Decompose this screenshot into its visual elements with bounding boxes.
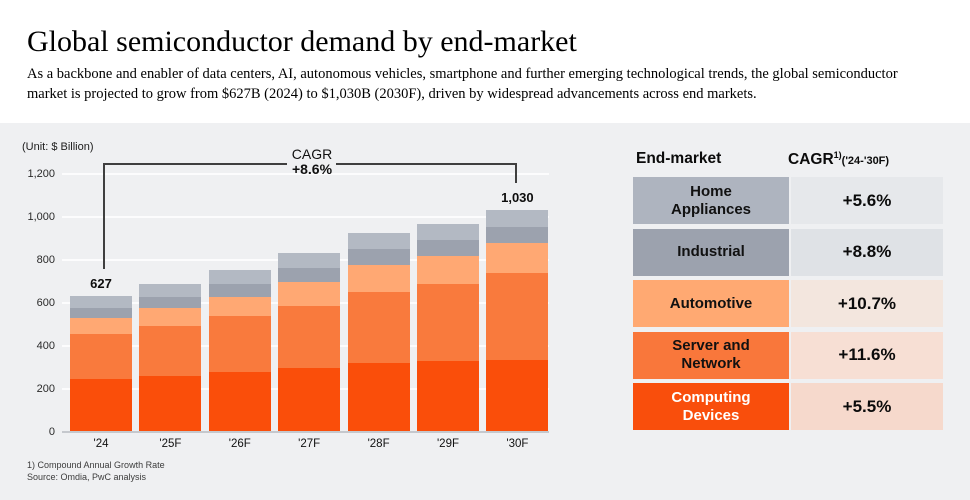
page-subtitle: As a backbone and enabler of data center… [27, 65, 898, 103]
cagr-annotation-label: CAGR [291, 146, 333, 162]
table-row-cagr-value: +11.6% [791, 331, 943, 379]
table-row-label-home-appliances: Home Appliances [633, 177, 789, 224]
cagr-annotation: CAGR +8.6% [270, 147, 354, 177]
footnotes: 1) Compound Annual Growth Rate Source: O… [27, 460, 165, 483]
cagr-bracket-top-left-line [103, 163, 287, 165]
table-row-cagr-value: +5.5% [791, 383, 943, 430]
footnote-cagr-definition: 1) Compound Annual Growth Rate [27, 460, 165, 470]
table-header-cagr: CAGR1)('24-'30F) [788, 150, 890, 169]
table-row-label-computing-devices: Computing Devices [633, 383, 789, 430]
cagr-annotation-value: +8.6% [291, 161, 333, 177]
footnote-source: Source: Omdia, PwC analysis [27, 471, 147, 482]
table-row-label-industrial: Industrial [633, 228, 789, 276]
table-row-cagr-value: +5.6% [791, 177, 943, 224]
table-row-label-server-and-network: Server and Network [633, 331, 789, 379]
footnote-marker: 1) [833, 150, 842, 160]
table-header-cagr-period: ('24-'30F) [841, 155, 890, 168]
table-row-cagr-value: +8.8% [791, 228, 943, 276]
table-row-cagr-value: +10.7% [791, 280, 943, 327]
chart-unit-label: (Unit: $ Billion) [22, 141, 94, 153]
table-row-label-automotive: Automotive [633, 280, 789, 327]
cagr-bracket-top-right-line [336, 163, 517, 165]
table-header-end-market: End-market [636, 150, 722, 167]
page-title: Global semiconductor demand by end-marke… [27, 25, 577, 59]
cagr-bracket-left-drop-line [103, 163, 105, 269]
cagr-bracket-right-drop-line [515, 163, 517, 183]
